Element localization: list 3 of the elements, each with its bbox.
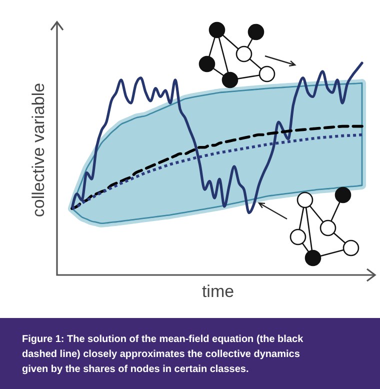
x-axis-title: time [202,282,234,301]
y-axis-title: collective variable [29,82,48,218]
caption: Figure 1: The solution of the mean-field equation (the black dashed line) closely approximates the collective dynamics given by the shares of nodes in certain classes. [22,334,304,375]
